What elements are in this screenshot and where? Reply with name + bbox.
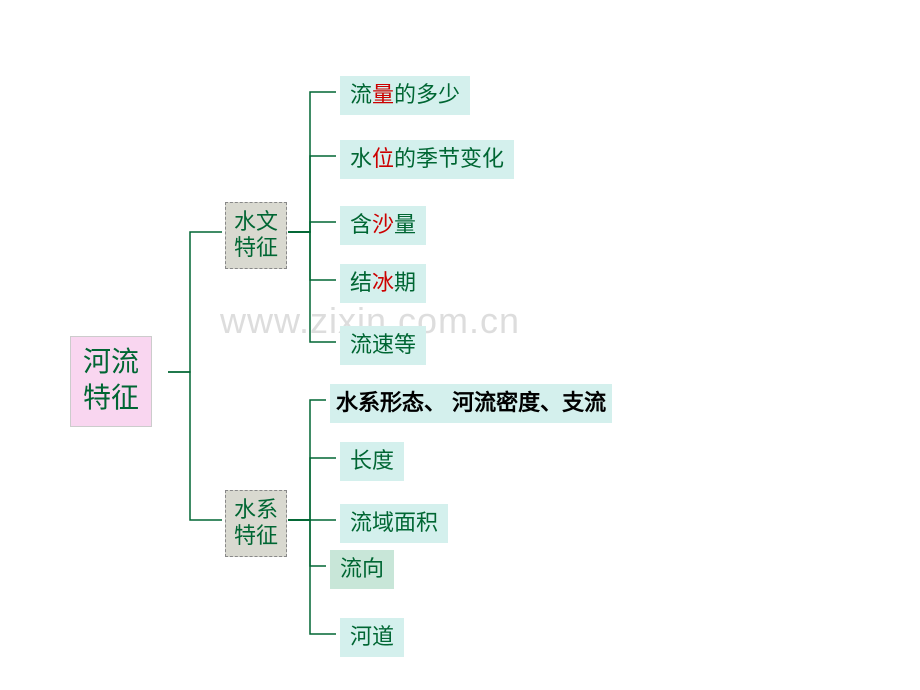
sub2-line2: 特征 [234,523,278,548]
leaf-channel: 河道 [340,618,404,657]
leaf4-post: 期 [394,270,416,295]
sub-node-hydrology: 水文 特征 [225,202,287,269]
leaf1-post: 的多少 [394,82,460,107]
leaf3-hi: 沙 [372,212,394,237]
leaf3-pre: 含 [350,212,372,237]
sub1-line2: 特征 [234,235,278,260]
leaf-flow-direction: 流向 [330,550,394,589]
leaf-length: 长度 [340,442,404,481]
leaf-sediment: 含沙量 [340,206,426,245]
sub2-line1: 水系 [234,497,278,522]
leaf3-post: 量 [394,212,416,237]
leaf2-hi: 位 [372,146,394,171]
leaf-water-level: 水位的季节变化 [340,140,514,179]
leaf-flow-volume: 流量的多少 [340,76,470,115]
sub-node-drainage: 水系 特征 [225,490,287,557]
leaf1-hi: 量 [372,82,394,107]
leaf-flow-speed: 流速等 [340,326,426,365]
leaf-pattern-density: 水系形态、 河流密度、支流 [330,384,612,423]
sub1-line1: 水文 [234,209,278,234]
root-line1: 河流 [83,347,139,378]
leaf6-text: 水系形态、 河流密度、支流 [336,390,606,415]
root-line2: 特征 [83,383,139,414]
leaf2-pre: 水 [350,146,372,171]
leaf1-pre: 流 [350,82,372,107]
leaf4-pre: 结 [350,270,372,295]
leaf-ice-period: 结冰期 [340,264,426,303]
leaf-basin-area: 流域面积 [340,504,448,543]
root-node: 河流 特征 [70,336,152,427]
leaf4-hi: 冰 [372,270,394,295]
leaf2-post: 的季节变化 [394,146,504,171]
